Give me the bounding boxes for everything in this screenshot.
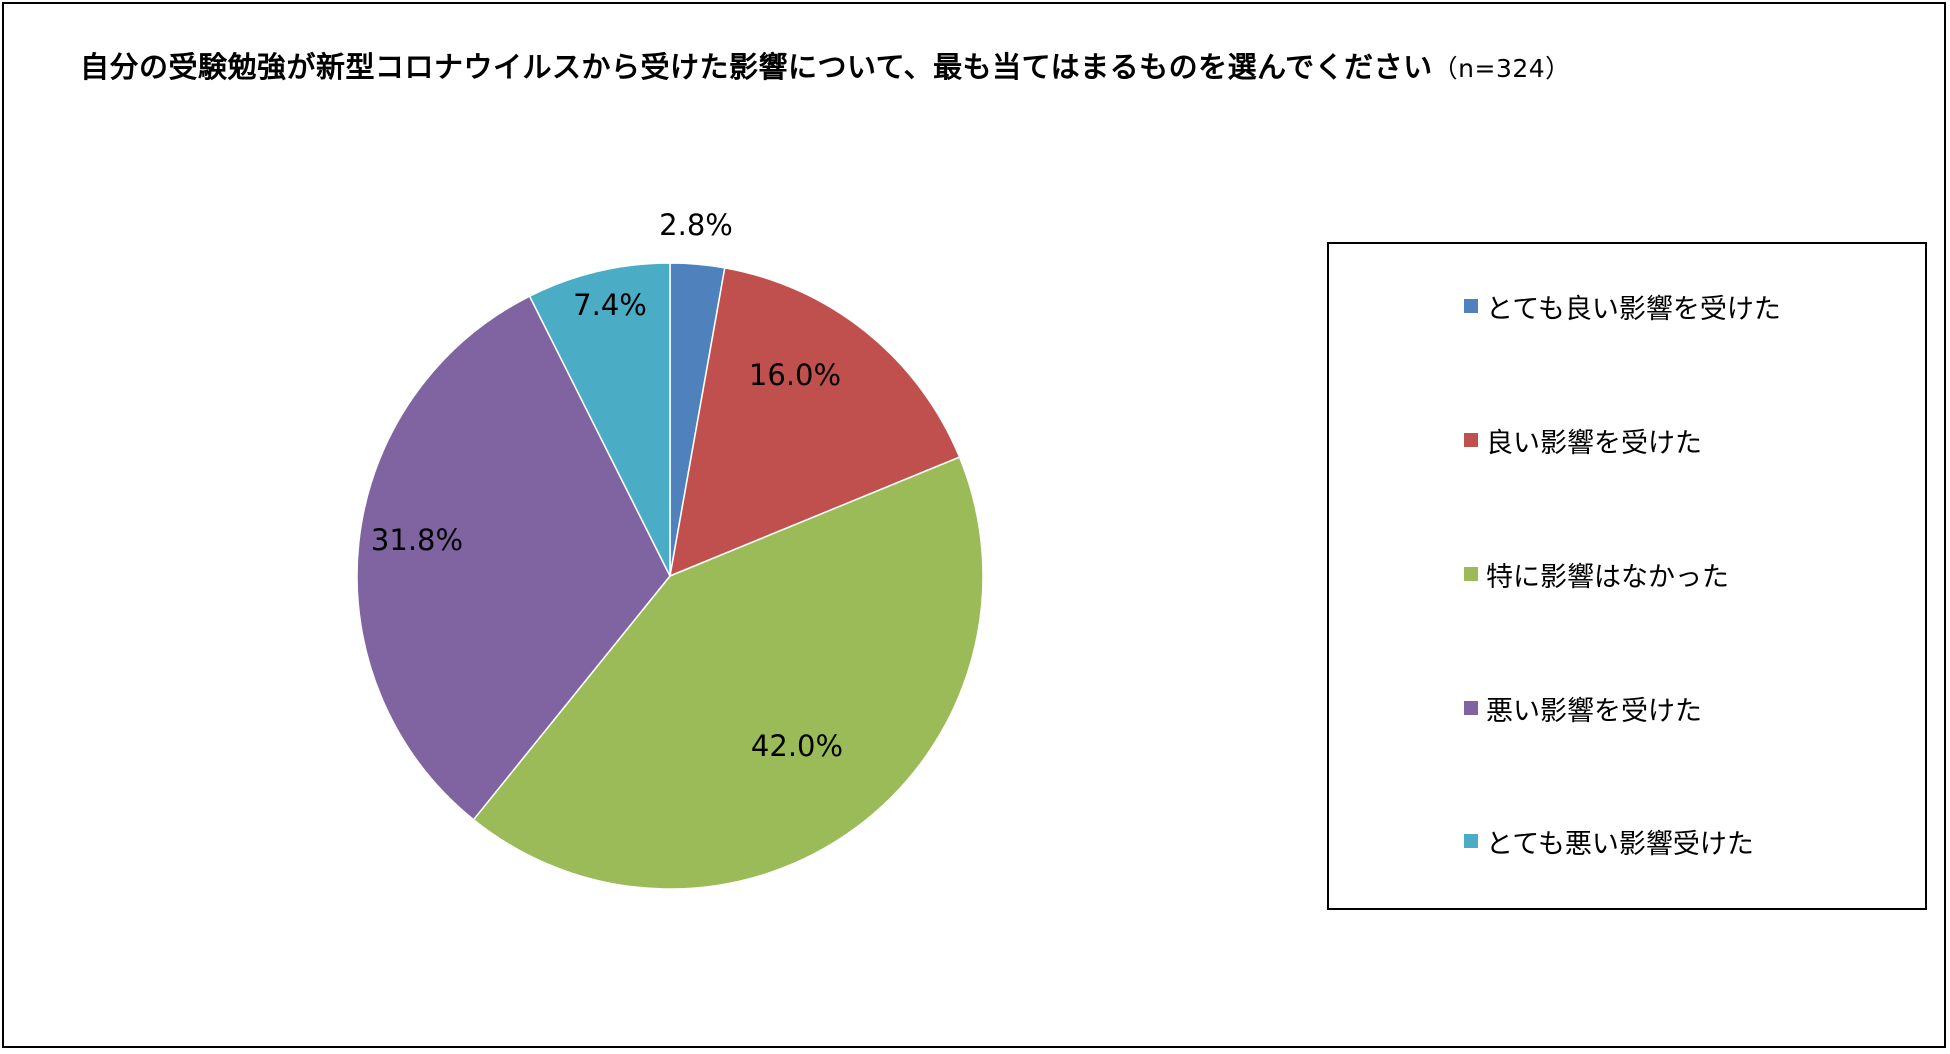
chart-title: 自分の受験勉強が新型コロナウイルスから受けた影響について、最も当てはまるものを選… (80, 44, 1571, 86)
chart-title-text: 自分の受験勉強が新型コロナウイルスから受けた影響について、最も当てはまるものを選… (80, 50, 1433, 84)
legend-label: とても良い影響を受けた (1486, 293, 1781, 325)
slice-value-label: 7.4% (573, 288, 647, 322)
legend-label: 悪い影響を受けた (1486, 695, 1702, 727)
legend-swatch (1464, 299, 1478, 313)
legend-label: とても悪い影響受けた (1486, 828, 1754, 860)
legend-item-very-bad: とても悪い影響受けた (1464, 824, 1754, 860)
legend-swatch (1464, 567, 1478, 581)
legend-item-good: 良い影響を受けた (1464, 423, 1702, 459)
legend-label: 特に影響はなかった (1486, 561, 1729, 593)
legend-swatch (1464, 701, 1478, 715)
slice-value-label: 2.8% (659, 208, 733, 242)
legend-label: 良い影響を受けた (1486, 427, 1702, 459)
chart-legend: とても良い影響を受けた 良い影響を受けた 特に影響はなかった 悪い影響を受けた … (1327, 242, 1927, 910)
pie-slice (528, 262, 671, 577)
legend-swatch (1464, 433, 1478, 447)
chart-sample-size: （n=324） (1432, 54, 1571, 83)
legend-item-no-effect: 特に影響はなかった (1464, 557, 1729, 593)
slice-value-label: 42.0% (751, 729, 843, 763)
pie-slice (356, 295, 671, 821)
legend-item-very-good: とても良い影響を受けた (1464, 289, 1781, 325)
legend-swatch (1464, 834, 1478, 848)
legend-item-bad: 悪い影響を受けた (1464, 691, 1702, 727)
pie-slice (669, 266, 961, 578)
pie-slice (472, 456, 984, 890)
slice-value-label: 16.0% (749, 358, 841, 392)
slice-value-label: 31.8% (371, 523, 463, 557)
